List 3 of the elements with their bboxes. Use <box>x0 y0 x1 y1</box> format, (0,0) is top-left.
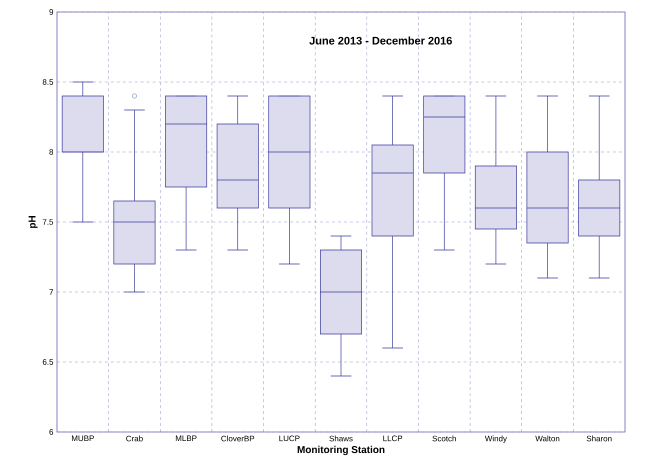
y-axis-title: pH <box>28 216 38 228</box>
x-axis-title: Monitoring Station <box>298 446 384 456</box>
text: June 2013 - December 2016 <box>309 36 452 45</box>
